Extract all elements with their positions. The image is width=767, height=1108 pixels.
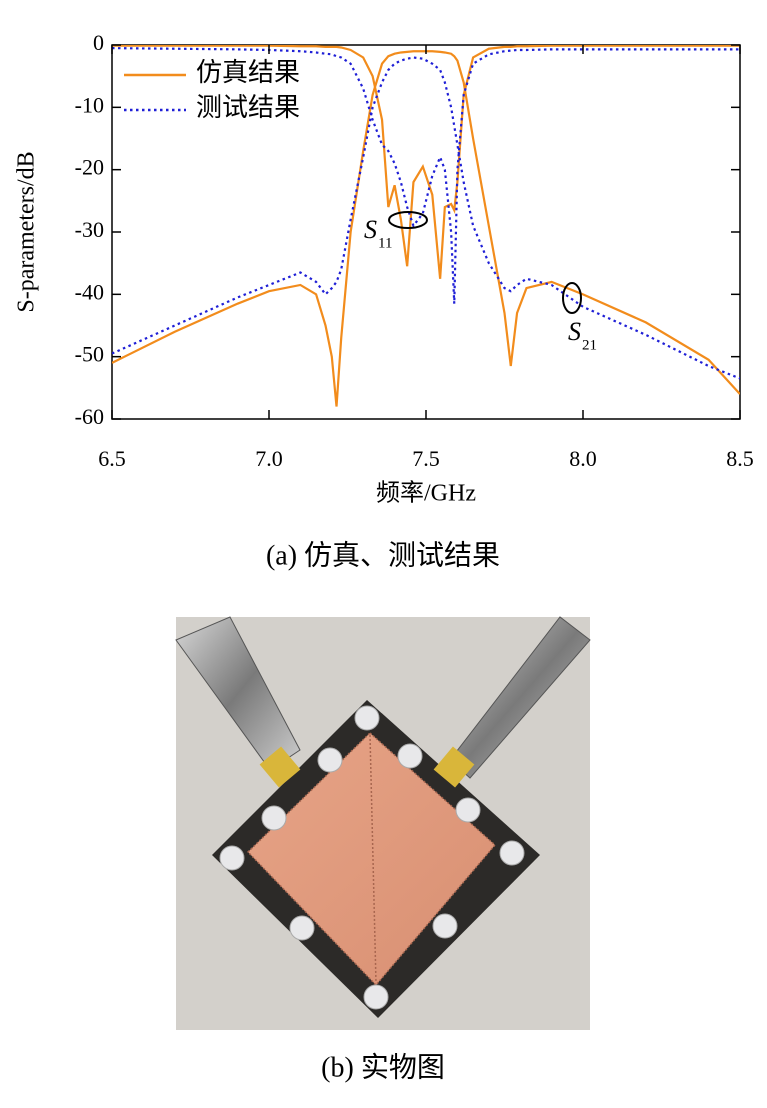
- x-tick-label: 7.5: [412, 446, 440, 471]
- annotation-label: S: [364, 215, 377, 244]
- series-line: [112, 45, 740, 279]
- y-axis-label: S-parameters/dB: [14, 151, 40, 312]
- annotation-ellipse: [388, 211, 428, 229]
- series-group: [112, 45, 740, 407]
- x-axis-label: 频率/GHz: [376, 480, 476, 507]
- series-line: [112, 47, 740, 304]
- series-line: [112, 56, 740, 380]
- legend-label: 测试结果: [196, 93, 300, 122]
- x-tick-label: 8.0: [569, 446, 597, 471]
- annotation-subscript: 21: [582, 337, 597, 353]
- x-tick-label: 8.5: [726, 446, 754, 471]
- annotation-subscript: 11: [378, 235, 392, 251]
- series-line: [112, 50, 740, 407]
- y-tick-label: -40: [75, 279, 104, 304]
- annotation-ellipse: [562, 282, 582, 314]
- annotation-label: S: [568, 317, 581, 346]
- y-tick-label: 0: [93, 30, 104, 55]
- legend-label: 仿真结果: [196, 58, 300, 87]
- x-tick-label: 6.5: [98, 446, 126, 471]
- y-tick-label: -10: [75, 92, 104, 117]
- caption: (b) 实物图: [321, 1051, 445, 1083]
- x-tick-label: 7.0: [255, 446, 283, 471]
- y-tick-label: -50: [75, 342, 104, 367]
- y-tick-label: -60: [75, 404, 104, 429]
- photo: [175, 616, 591, 1030]
- y-tick-label: -30: [75, 217, 104, 242]
- caption: (a) 仿真、测试结果: [266, 539, 500, 571]
- y-tick-label: -20: [75, 155, 104, 180]
